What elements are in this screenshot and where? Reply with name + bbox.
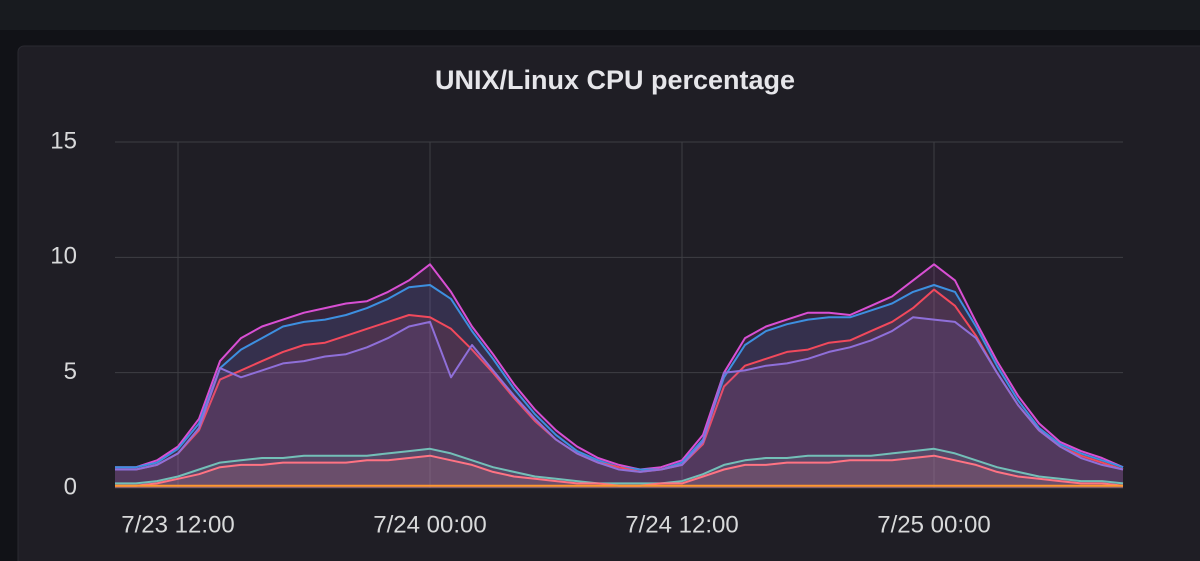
x-tick-label: 7/24 12:00 — [625, 511, 738, 538]
series-line — [115, 263, 1124, 471]
y-tick-label: 5 — [64, 358, 77, 385]
y-tick-label: 10 — [50, 243, 77, 270]
series-area — [115, 289, 1123, 488]
series-area — [115, 455, 1123, 488]
x-tick-label: 7/23 12:00 — [121, 511, 234, 538]
series-line — [115, 447, 1124, 485]
series-area — [115, 317, 1123, 488]
y-tick-label: 0 — [64, 473, 77, 500]
chart-title: UNIX/Linux CPU percentage — [435, 65, 795, 95]
x-tick-label: 7/25 00:00 — [877, 511, 990, 538]
series-area — [115, 448, 1123, 488]
panel — [17, 45, 1200, 561]
series-area — [115, 264, 1123, 488]
series-line — [115, 288, 1124, 473]
top-bar — [0, 0, 1200, 30]
y-tick-label: 15 — [50, 127, 77, 154]
series-area — [115, 285, 1123, 488]
x-tick-label: 7/24 00:00 — [373, 511, 486, 538]
series-line — [115, 316, 1124, 473]
